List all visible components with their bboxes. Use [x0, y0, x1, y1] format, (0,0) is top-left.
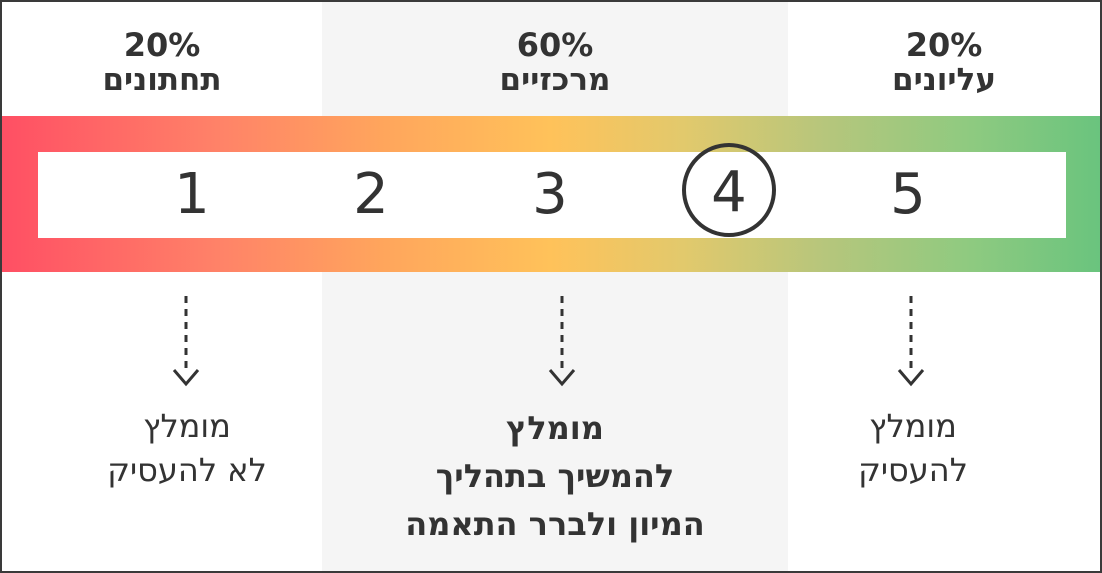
middle-outcome-line-2: להמשיך בתהליך [435, 457, 675, 495]
bottom-outcome-line-2: לא להעסיק [107, 451, 267, 489]
bottom-group-percent: 20% [123, 26, 201, 64]
score-1: 1 [174, 162, 210, 227]
middle-group-label: מרכזיים [499, 62, 611, 98]
middle-outcome-line-1: מומלץ [506, 409, 604, 447]
score-track [38, 152, 1066, 238]
middle-outcome-line-3: המיון ולברר התאמה [405, 505, 705, 543]
top-group-percent: 20% [905, 26, 983, 64]
top-group-header: 20% עליונים [788, 28, 1100, 98]
top-outcome-line-1: מומלץ [869, 407, 957, 445]
bottom-outcome-line-1: מומלץ [143, 407, 231, 445]
middle-group-header: 60% מרכזיים [322, 28, 788, 98]
middle-outcome: מומלץ להמשיך בתהליך המיון ולברר התאמה [322, 404, 788, 548]
bottom-group-label: תחתונים [102, 62, 222, 98]
top-outcome-line-2: להעסיק [858, 451, 968, 489]
middle-arrow-icon [548, 296, 576, 387]
bottom-arrow-icon [172, 296, 200, 387]
highlight-circle [682, 143, 776, 237]
bottom-group-header: 20% תחתונים [2, 28, 322, 98]
score-3: 3 [532, 162, 568, 227]
top-arrow-icon [897, 296, 925, 387]
score-5: 5 [890, 162, 926, 227]
score-2: 2 [353, 162, 389, 227]
middle-group-percent: 60% [516, 26, 594, 64]
middle-group-panel [322, 2, 788, 571]
top-group-label: עליונים [892, 62, 996, 98]
score-4: 4 [711, 160, 747, 225]
top-outcome: מומלץ להעסיק [788, 404, 1038, 492]
bottom-outcome: מומלץ לא להעסיק [2, 404, 372, 492]
